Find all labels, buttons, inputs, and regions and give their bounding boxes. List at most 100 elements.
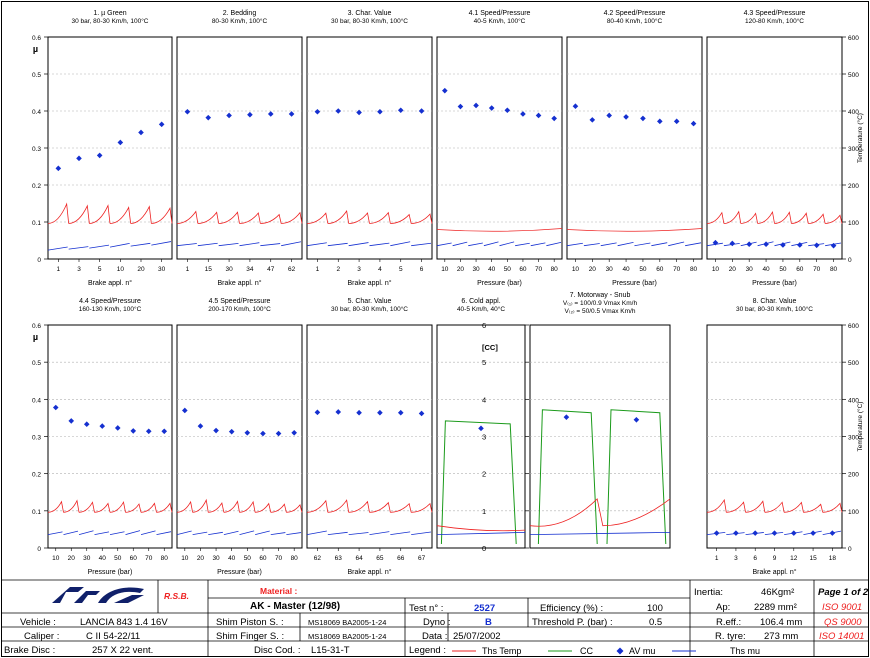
cc-tick-label: 0 [482, 544, 486, 553]
x-tick-label: 10 [572, 266, 580, 273]
mu-data-point [114, 425, 121, 431]
cc-tick-label: 3 [482, 433, 486, 442]
mu-data-point [520, 111, 526, 117]
x-tick-label: 30 [83, 555, 91, 562]
temp-tick-label: 500 [848, 360, 859, 367]
mu-data-point [442, 87, 448, 94]
x-tick-label: 60 [519, 266, 527, 273]
x-tick-label: 1 [715, 555, 719, 562]
cc-tick-label: 1 [482, 507, 486, 516]
temp-tick-label: 100 [848, 509, 859, 516]
mu-data-point [712, 239, 719, 246]
x-tick-label: 47 [267, 266, 275, 273]
mu-data-point [356, 409, 362, 416]
x-tick-label: 80 [830, 266, 838, 273]
x-tick-label: 10 [117, 266, 125, 273]
temp-curve [176, 498, 303, 513]
x-tick-label: 6 [753, 555, 757, 562]
x-tick-label: 60 [796, 266, 804, 273]
x-tick-label: 40 [488, 266, 496, 273]
x-tick-label: 62 [314, 555, 322, 562]
x-axis-label: Pressure (bar) [752, 280, 797, 287]
mu-data-point [813, 242, 820, 249]
mu-data-point [314, 409, 321, 416]
mu-data-point [488, 105, 495, 111]
ths-mu-curve [176, 530, 302, 536]
mu-data-point [572, 103, 579, 109]
mu-data-point [228, 428, 235, 435]
mu-data-point [830, 242, 837, 249]
mu-data-point [733, 530, 739, 536]
panel-frame [176, 324, 303, 549]
temp-curve [47, 202, 173, 224]
mu-axis-label: µ [33, 332, 38, 342]
mu-data-point [623, 114, 629, 120]
temp-curve [529, 498, 671, 527]
x-axis-label: Pressure (bar) [88, 569, 133, 576]
ths-mu-curve [306, 530, 432, 536]
x-tick-label: 6 [420, 266, 424, 273]
mu-data-point [96, 152, 103, 159]
x-tick-label: 80 [551, 266, 559, 273]
x-tick-label: 70 [145, 555, 153, 562]
cc-tick-label: 5 [482, 358, 486, 367]
x-tick-label: 10 [712, 266, 720, 273]
mu-data-point [275, 430, 282, 437]
x-tick-label: 20 [137, 266, 145, 273]
panel-title: 2. Bedding [223, 10, 257, 17]
panel-subtitle: 30 bar, 80-30 Km/h, 100°C [331, 17, 408, 25]
panel-title: 4.2 Speed/Pressure [604, 10, 666, 17]
mu-tick-label: 0.1 [32, 220, 41, 227]
panel-title: 6. Cold appl. [461, 298, 500, 305]
mu-tick-label: 0.2 [32, 472, 41, 479]
x-axis-label: Brake appl. n° [88, 279, 132, 287]
x-tick-label: 20 [457, 266, 465, 273]
mu-tick-label: 0.3 [32, 435, 41, 442]
x-tick-label: 30 [746, 266, 754, 273]
panel-frame [306, 36, 433, 260]
cc-axis-label: [CC] [482, 343, 498, 352]
mu-data-point [138, 129, 144, 136]
mu-data-point [356, 109, 362, 116]
ths-mu-curve [176, 241, 302, 247]
mu-data-point [589, 117, 596, 123]
panel-title: 4.1 Speed/Pressure [469, 10, 531, 17]
ths-mu-curve [47, 241, 172, 251]
x-tick-label: 70 [673, 266, 681, 273]
mu-axis-label: µ [33, 44, 38, 54]
mu-data-point [504, 107, 511, 114]
mu-data-point [473, 102, 479, 109]
x-tick-label: 65 [376, 555, 384, 562]
mu-tick-label: 0.1 [32, 509, 41, 516]
cc-tick-label: 4 [482, 395, 486, 404]
mu-data-point [563, 414, 570, 420]
temp-curve [306, 209, 433, 224]
temp-tick-label: 500 [848, 72, 859, 79]
mu-data-point [99, 423, 106, 429]
x-tick-label: 30 [212, 555, 220, 562]
panel-title: 3. Char. Value [348, 10, 392, 17]
panel-subtitle: 40-5 Km/h, 40°C [457, 305, 505, 313]
panel-title: 5. Char. Value [348, 298, 392, 305]
x-tick-label: 70 [813, 266, 821, 273]
temp-tick-label: 100 [848, 220, 859, 227]
panel-frame [176, 36, 303, 260]
x-tick-label: 1 [316, 266, 320, 273]
x-axis-label: Brake appl. n° [217, 279, 261, 287]
temp-tick-label: 400 [848, 109, 859, 116]
x-tick-label: 10 [52, 555, 60, 562]
panel-title: 7. Motorway - Snub [570, 292, 631, 299]
mu-data-point [145, 428, 152, 435]
mu-data-point [797, 242, 803, 248]
mu-data-point [184, 108, 191, 115]
mu-data-point [161, 428, 168, 435]
x-tick-label: 50 [244, 555, 252, 562]
temp-tick-label: 600 [848, 323, 859, 330]
mu-data-point [197, 423, 204, 429]
mu-data-point [335, 409, 342, 415]
mu-data-point [130, 428, 137, 434]
x-tick-label: 30 [606, 266, 614, 273]
cc-curve [440, 420, 517, 545]
mu-data-point [535, 112, 542, 119]
